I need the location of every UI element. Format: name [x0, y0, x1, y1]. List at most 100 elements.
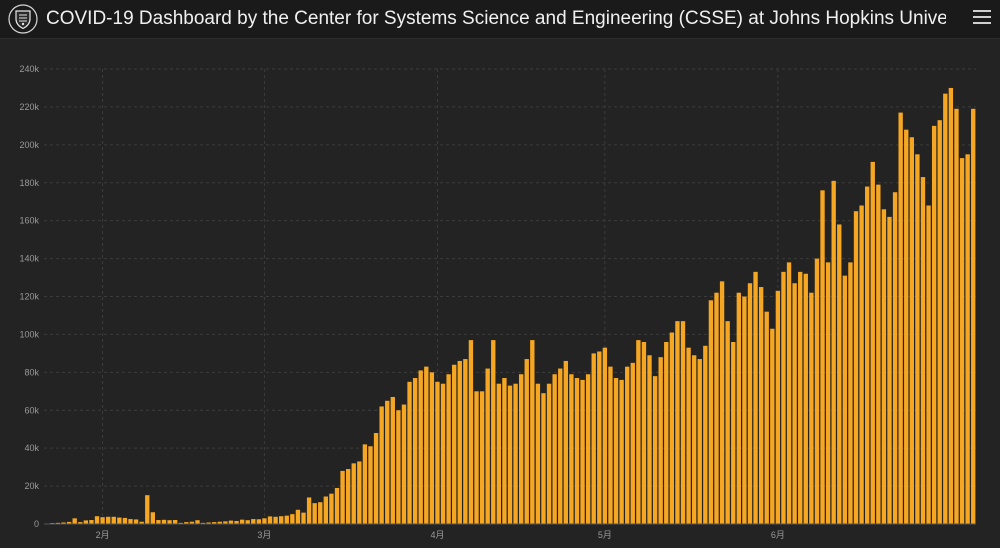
bar	[758, 287, 764, 524]
bar	[853, 211, 859, 524]
bar	[630, 362, 635, 524]
bar	[390, 396, 395, 524]
bar	[279, 516, 284, 524]
bar	[664, 342, 669, 524]
y-tick-label: 40k	[24, 443, 39, 453]
bar	[803, 273, 808, 524]
bar	[948, 87, 954, 525]
x-tick-label: 2月	[96, 530, 110, 540]
bar	[217, 521, 222, 524]
x-tick-label: 5月	[598, 530, 612, 540]
bar	[563, 360, 568, 524]
bar	[429, 372, 435, 524]
bar	[591, 353, 596, 524]
hamburger-menu-icon[interactable]	[970, 6, 994, 30]
bar	[267, 516, 273, 524]
bar	[887, 216, 892, 524]
x-tick-label: 6月	[771, 530, 785, 540]
bar	[658, 357, 663, 524]
y-tick-label: 200k	[19, 140, 39, 150]
bar	[496, 383, 502, 524]
bar	[345, 469, 351, 524]
bar	[145, 495, 150, 524]
bar	[636, 340, 641, 524]
bar	[195, 520, 200, 524]
bar	[412, 378, 418, 524]
bar	[613, 378, 619, 524]
bar	[675, 321, 680, 524]
bar	[189, 521, 195, 524]
bar	[100, 517, 105, 524]
bar	[318, 502, 323, 524]
bar	[552, 374, 557, 524]
bar	[915, 154, 920, 524]
bar	[357, 461, 362, 524]
bar	[379, 406, 384, 524]
y-tick-label: 100k	[19, 329, 39, 339]
bar	[881, 209, 887, 524]
bar	[295, 509, 301, 524]
bar	[703, 345, 708, 524]
bar	[786, 262, 792, 524]
bar	[652, 376, 658, 524]
bar	[602, 347, 608, 524]
bar	[898, 112, 903, 525]
bar	[83, 520, 89, 524]
bar	[128, 519, 133, 524]
bar	[926, 205, 931, 524]
bar	[418, 370, 423, 524]
y-tick-label: 0	[34, 519, 39, 529]
bar	[569, 374, 574, 524]
bar	[117, 517, 122, 524]
bar	[820, 190, 825, 525]
daily-cases-bar-chart: 0 20k 40k 60k 80k 100k 120k 140k 160k 180k 200k 220…	[19, 64, 976, 540]
bar	[485, 368, 490, 524]
bar	[971, 108, 976, 524]
bar	[55, 522, 61, 524]
bar	[435, 381, 440, 524]
bar	[965, 154, 970, 524]
bar	[625, 366, 630, 524]
bar	[513, 383, 518, 524]
bar	[870, 161, 875, 524]
x-tick-label: 4月	[430, 530, 444, 540]
bar	[864, 186, 870, 524]
bar	[831, 180, 836, 524]
bar	[848, 262, 853, 524]
bar	[150, 512, 156, 524]
bar	[585, 374, 591, 524]
bar	[111, 516, 116, 524]
bar	[597, 351, 602, 524]
bar	[920, 177, 926, 524]
y-tick-label: 220k	[19, 102, 39, 112]
bar	[424, 366, 429, 524]
bar	[78, 522, 83, 524]
bar	[161, 519, 167, 524]
bar	[106, 516, 111, 524]
bar	[223, 521, 228, 524]
bar	[775, 290, 781, 524]
bar	[234, 520, 239, 524]
bar	[61, 522, 66, 524]
bar	[284, 515, 289, 524]
bar	[401, 404, 407, 524]
bar	[719, 281, 725, 524]
bar	[502, 378, 507, 524]
bar	[859, 205, 864, 524]
bar	[446, 374, 451, 524]
bar	[301, 512, 306, 524]
bar	[892, 192, 898, 524]
bar	[530, 340, 535, 524]
bar	[407, 381, 412, 524]
bar	[468, 340, 474, 524]
bar	[708, 300, 714, 524]
chart-panel: 0 20k 40k 60k 80k 100k 120k 140k 160k 180k 200k 220…	[0, 39, 1000, 548]
bar	[340, 470, 345, 524]
bar	[474, 391, 479, 524]
bar	[714, 292, 719, 524]
y-tick-label: 140k	[19, 254, 39, 264]
bar	[351, 463, 356, 524]
bar	[909, 137, 914, 524]
bar	[463, 359, 468, 524]
y-tick-label: 60k	[24, 405, 39, 415]
